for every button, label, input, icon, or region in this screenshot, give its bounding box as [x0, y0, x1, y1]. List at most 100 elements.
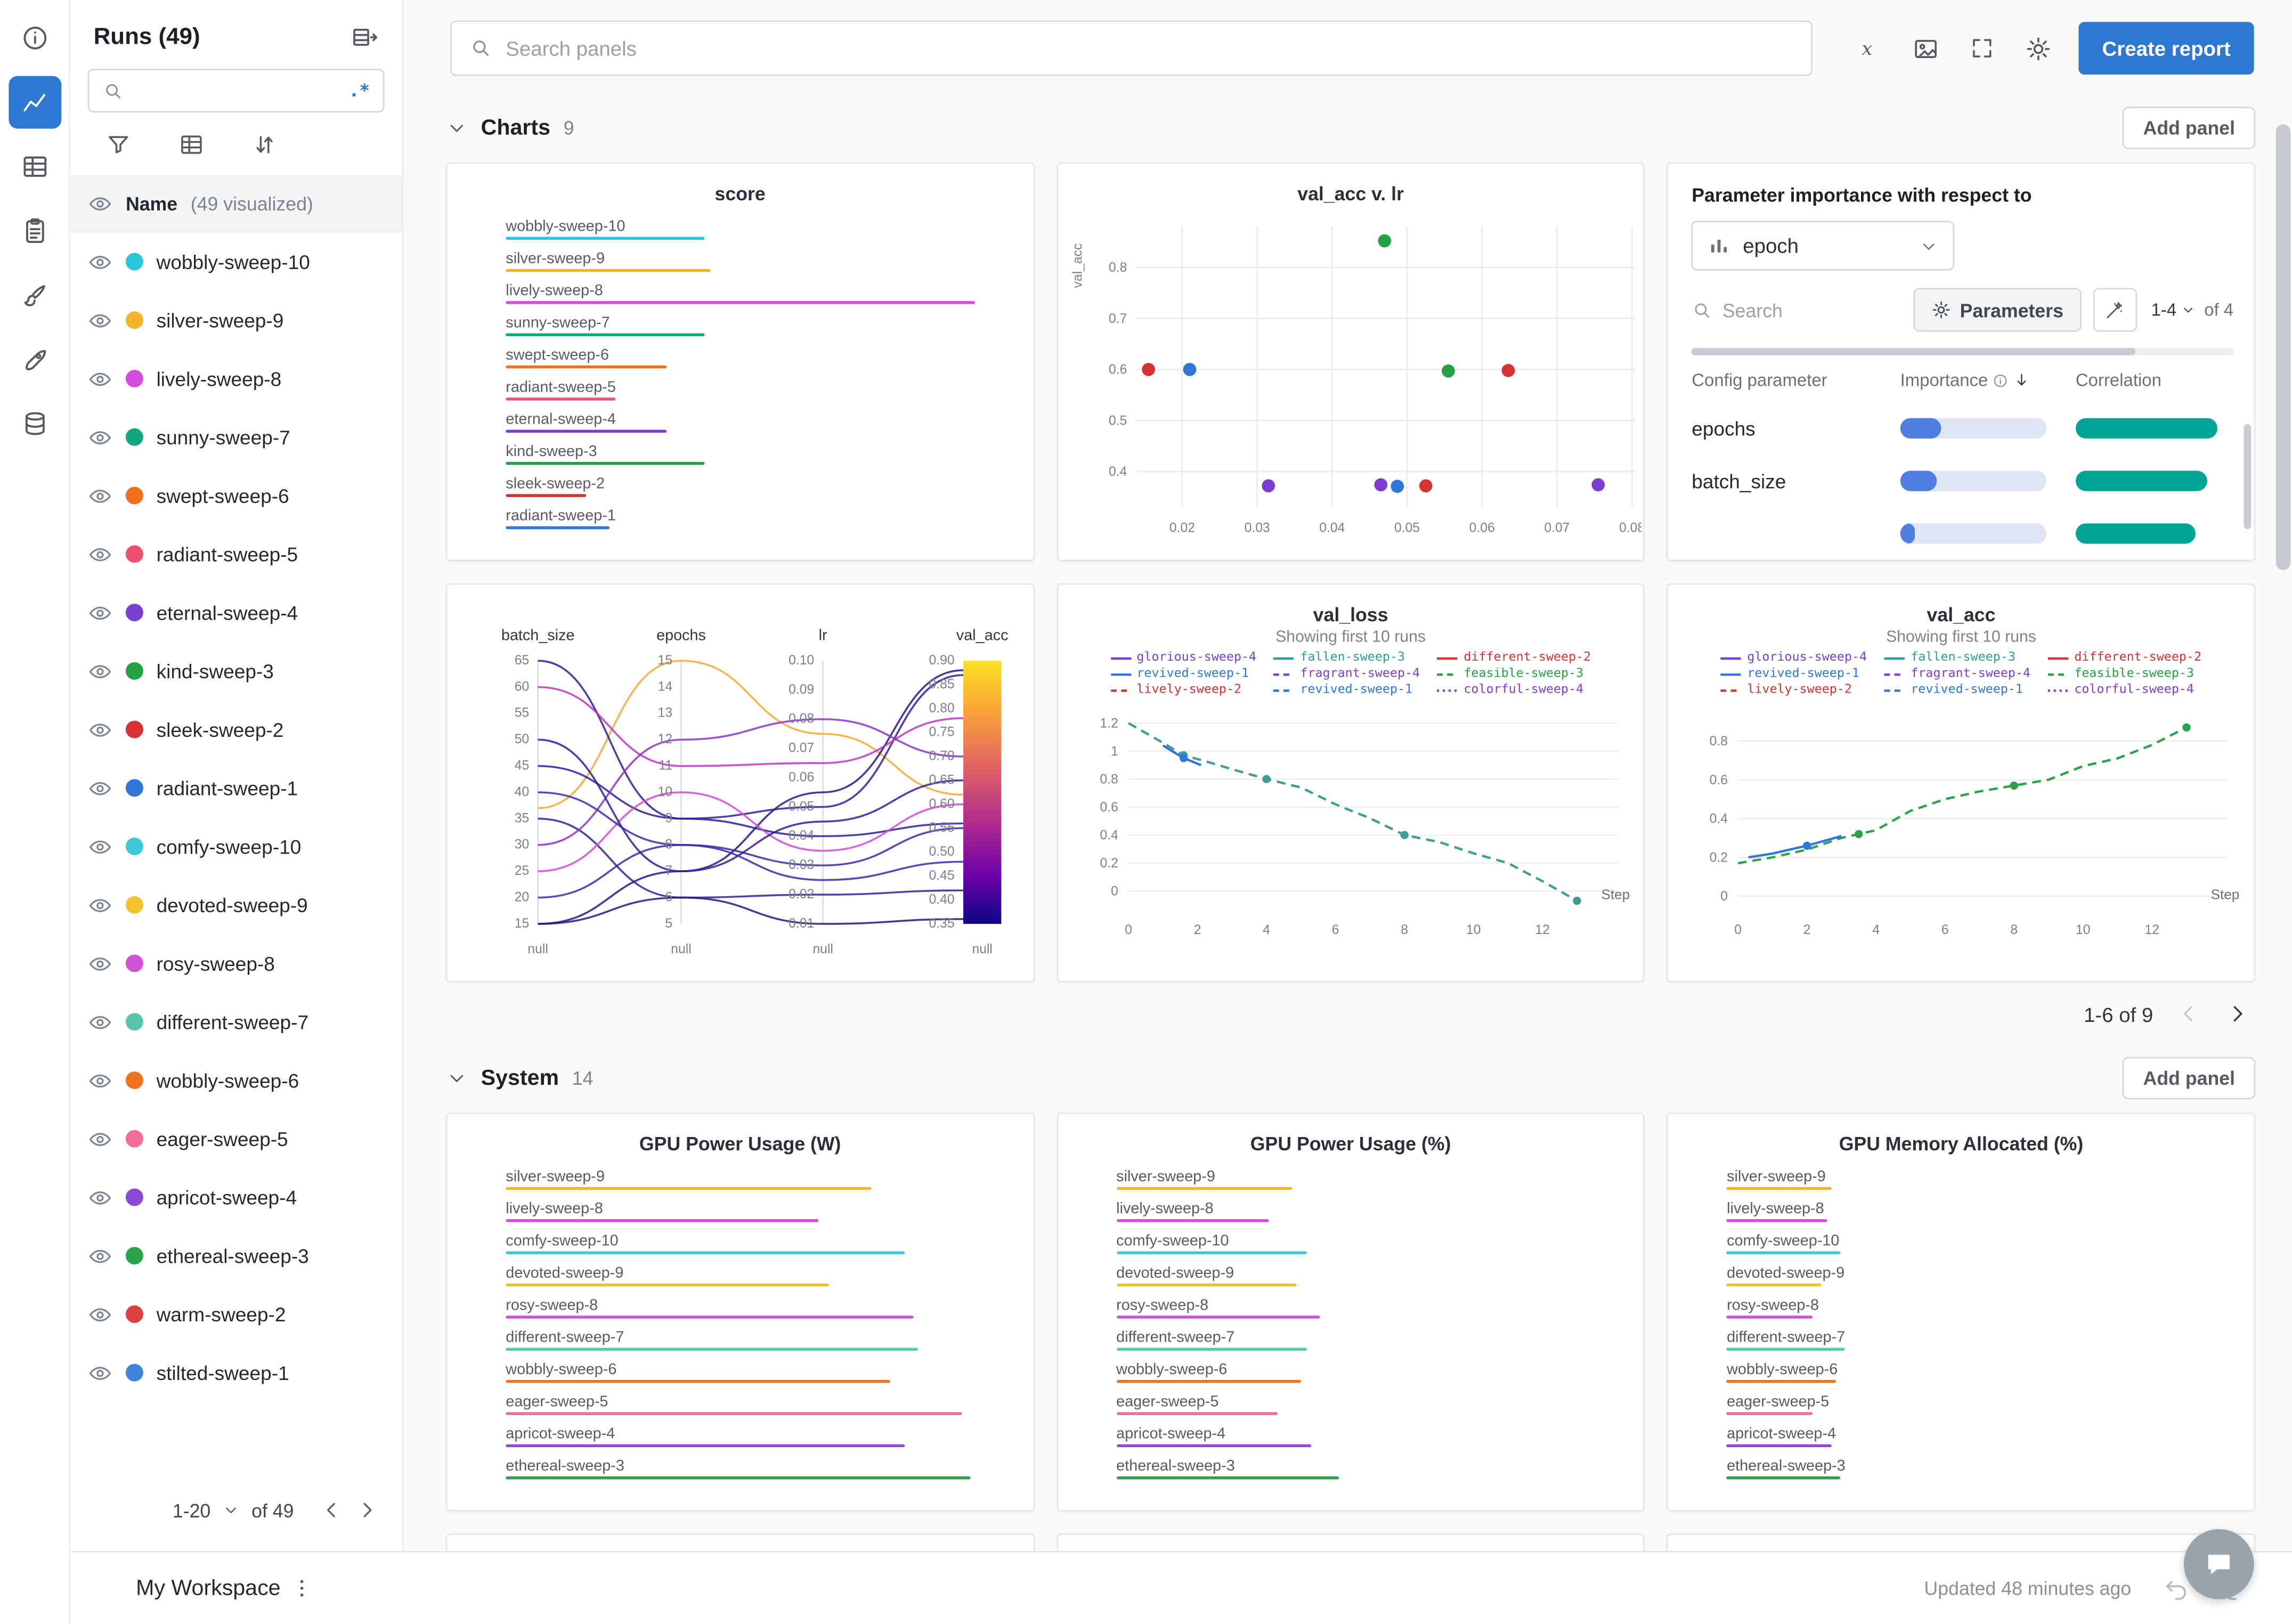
panel-peek[interactable]	[1056, 1533, 1645, 1551]
run-name[interactable]: devoted-sweep-9	[156, 894, 308, 916]
parameters-button[interactable]: Parameters	[1913, 288, 2081, 332]
legend-item[interactable]: fragrant-sweep-4	[1884, 667, 2030, 681]
rail-item-overview[interactable]	[8, 12, 61, 64]
visibility-eye-icon[interactable]	[88, 1302, 113, 1327]
visibility-eye-icon[interactable]	[88, 1243, 113, 1268]
run-line-item[interactable]: radiant-sweep-1	[506, 507, 980, 530]
visibility-eye-icon[interactable]	[88, 249, 113, 274]
run-line-item[interactable]: wobbly-sweep-6	[506, 1361, 980, 1383]
run-row[interactable]: lively-sweep-8	[70, 350, 402, 408]
system-panel[interactable]: GPU Memory Allocated (%) silver-sweep-9 li…	[1667, 1112, 2256, 1512]
run-name[interactable]: sleek-sweep-2	[156, 718, 284, 741]
run-name[interactable]: different-sweep-7	[156, 1011, 309, 1033]
visibility-eye-icon[interactable]	[88, 483, 113, 508]
run-row[interactable]: comfy-sweep-10	[70, 817, 402, 876]
visibility-eye-icon[interactable]	[88, 892, 113, 917]
range-value[interactable]: 1-4	[2151, 299, 2177, 320]
sort-icon[interactable]	[251, 132, 278, 158]
run-line-item[interactable]: apricot-sweep-4	[1727, 1425, 2201, 1448]
x-axis-settings-icon[interactable]: x	[1855, 34, 1883, 62]
chevron-down-icon[interactable]	[222, 1501, 240, 1519]
run-line-item[interactable]: ethereal-sweep-3	[506, 1457, 980, 1480]
undo-icon[interactable]	[2164, 1575, 2190, 1601]
col-importance[interactable]: Importance	[1900, 370, 2076, 391]
run-line-item[interactable]: wobbly-sweep-6	[1116, 1361, 1591, 1383]
rail-item-jobs[interactable]	[8, 269, 61, 322]
run-line-item[interactable]: radiant-sweep-5	[506, 379, 980, 401]
run-row[interactable]: devoted-sweep-9	[70, 875, 402, 934]
val-loss-panel[interactable]: val_loss Showing first 10 runs glorious-sw…	[1056, 583, 1645, 982]
visibility-eye-icon[interactable]	[88, 834, 113, 859]
panel-peek[interactable]	[445, 1533, 1035, 1551]
visibility-eye-icon[interactable]	[88, 1126, 113, 1151]
rail-item-artifacts[interactable]	[8, 397, 61, 450]
columns-icon[interactable]	[178, 132, 205, 158]
create-report-button[interactable]: Create report	[2078, 22, 2254, 75]
run-line-item[interactable]: wobbly-sweep-6	[1727, 1361, 2201, 1383]
visibility-eye-icon[interactable]	[88, 1009, 113, 1034]
rail-item-sweeps[interactable]	[8, 334, 61, 386]
rail-item-runs-table[interactable]	[8, 140, 61, 193]
visibility-eye-icon[interactable]	[88, 308, 113, 333]
importance-row[interactable]: epochs	[1692, 402, 2233, 454]
panel-gallery-icon[interactable]	[1912, 34, 1940, 62]
run-line-item[interactable]: kind-sweep-3	[506, 443, 980, 465]
run-row[interactable]: radiant-sweep-5	[70, 525, 402, 583]
legend-item[interactable]: feasible-sweep-3	[1437, 667, 1591, 681]
add-panel-button[interactable]: Add panel	[2123, 107, 2256, 149]
legend-item[interactable]: different-sweep-2	[1437, 651, 1591, 665]
run-name[interactable]: swept-sweep-6	[156, 484, 289, 507]
rail-item-logs[interactable]	[8, 205, 61, 257]
run-row[interactable]: radiant-sweep-1	[70, 759, 402, 817]
run-line-item[interactable]: apricot-sweep-4	[1116, 1425, 1591, 1448]
visibility-eye-icon[interactable]	[88, 600, 113, 625]
run-line-item[interactable]: different-sweep-7	[1727, 1329, 2201, 1351]
legend-item[interactable]: colorful-sweep-4	[1437, 683, 1591, 697]
scrollbar-thumb[interactable]	[2275, 124, 2291, 571]
settings-gear-icon[interactable]	[2025, 34, 2052, 62]
run-line-item[interactable]: silver-sweep-9	[506, 1168, 980, 1190]
run-line-item[interactable]: eager-sweep-5	[506, 1393, 980, 1415]
run-row[interactable]: eternal-sweep-4	[70, 583, 402, 642]
run-line-item[interactable]: comfy-sweep-10	[1116, 1232, 1591, 1255]
run-line-item[interactable]: swept-sweep-6	[506, 346, 980, 369]
run-line-item[interactable]: rosy-sweep-8	[1116, 1297, 1591, 1319]
run-row[interactable]: sunny-sweep-7	[70, 408, 402, 466]
run-line-item[interactable]: devoted-sweep-9	[1727, 1264, 2201, 1287]
run-line-item[interactable]: different-sweep-7	[1116, 1329, 1591, 1351]
run-row[interactable]: rosy-sweep-8	[70, 934, 402, 993]
parameter-search[interactable]: Search	[1692, 299, 1901, 321]
scrollbar-thumb[interactable]	[1692, 347, 2136, 355]
run-row[interactable]: kind-sweep-3	[70, 642, 402, 700]
run-line-item[interactable]: sleek-sweep-2	[506, 475, 980, 497]
importance-row[interactable]: batch_size	[1692, 454, 2233, 507]
regex-toggle[interactable]: .*	[348, 80, 370, 101]
collapse-system-icon[interactable]	[446, 1067, 468, 1089]
legend-item[interactable]: glorious-sweep-4	[1720, 651, 1867, 665]
workspace-name[interactable]: My Workspace	[136, 1576, 281, 1601]
run-line-item[interactable]: silver-sweep-9	[1727, 1168, 2201, 1190]
panel-peek[interactable]	[1667, 1533, 2256, 1551]
runs-search-box[interactable]: .*	[87, 68, 385, 113]
run-name[interactable]: eternal-sweep-4	[156, 601, 298, 624]
rail-item-workspace[interactable]	[8, 76, 61, 129]
run-line-item[interactable]: comfy-sweep-10	[1727, 1232, 2201, 1255]
run-name[interactable]: kind-sweep-3	[156, 660, 274, 682]
run-name[interactable]: eager-sweep-5	[156, 1127, 288, 1150]
run-line-item[interactable]: rosy-sweep-8	[506, 1297, 980, 1319]
run-row[interactable]: sleek-sweep-2	[70, 700, 402, 759]
workspace-menu-icon[interactable]	[289, 1576, 314, 1601]
visibility-eye-icon[interactable]	[88, 1068, 113, 1093]
legend-item[interactable]: colorful-sweep-4	[2047, 683, 2201, 697]
run-line-item[interactable]: lively-sweep-8	[506, 1200, 980, 1222]
run-line-item[interactable]: devoted-sweep-9	[506, 1264, 980, 1287]
visibility-eye-icon[interactable]	[88, 425, 113, 450]
run-row[interactable]: silver-sweep-9	[70, 291, 402, 350]
search-panels-box[interactable]	[450, 20, 1813, 76]
run-line-item[interactable]: apricot-sweep-4	[506, 1425, 980, 1448]
importance-row[interactable]	[1692, 507, 2233, 560]
col-correlation[interactable]: Correlation	[2075, 370, 2161, 391]
run-line-item[interactable]: silver-sweep-9	[1116, 1168, 1591, 1190]
magic-wand-button[interactable]	[2092, 288, 2137, 332]
legend-item[interactable]: revived-sweep-1	[1110, 667, 1256, 681]
